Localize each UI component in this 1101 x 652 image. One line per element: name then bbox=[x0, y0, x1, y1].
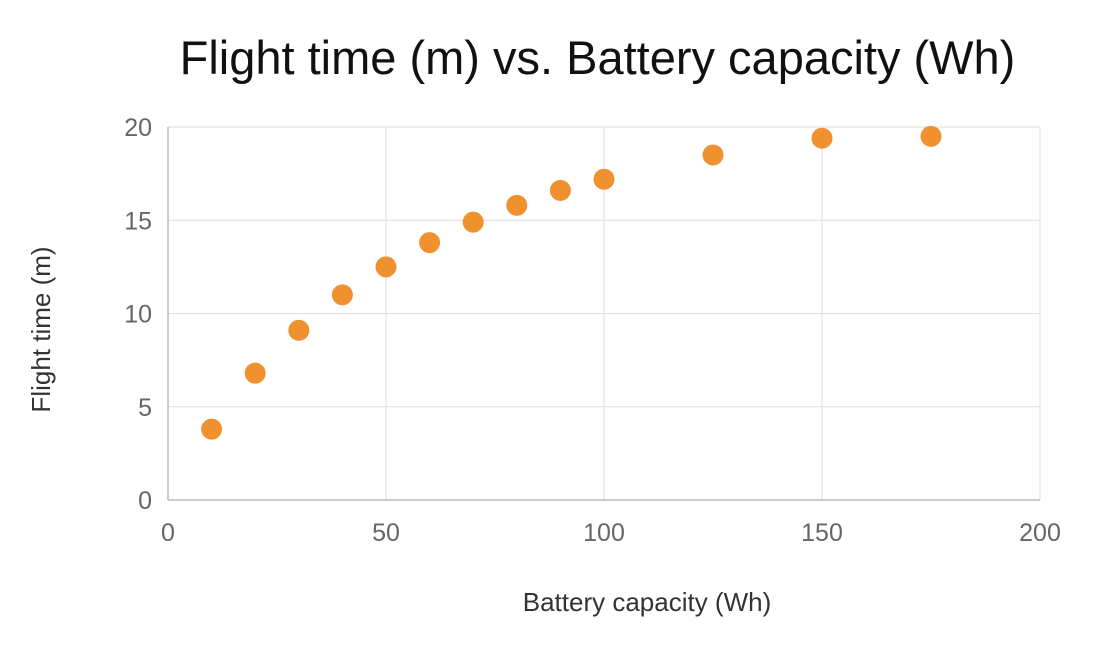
data-point bbox=[375, 256, 397, 278]
data-point bbox=[419, 232, 441, 254]
data-point bbox=[201, 418, 223, 440]
data-point bbox=[506, 194, 528, 216]
data-point bbox=[288, 319, 310, 341]
x-tick-label: 50 bbox=[372, 519, 400, 547]
y-axis-title: Flight time (m) bbox=[26, 246, 56, 412]
data-point bbox=[549, 179, 571, 201]
y-tick-label: 0 bbox=[138, 487, 152, 515]
data-points bbox=[201, 125, 942, 440]
x-tick-label: 150 bbox=[801, 519, 843, 547]
data-point bbox=[593, 168, 615, 190]
data-point bbox=[331, 284, 353, 306]
data-point bbox=[462, 211, 484, 233]
data-point bbox=[244, 362, 266, 384]
y-tick-label: 20 bbox=[124, 114, 152, 142]
y-tick-label: 5 bbox=[138, 394, 152, 422]
data-point bbox=[811, 127, 833, 149]
grid-lines bbox=[168, 126, 1041, 500]
x-tick-label: 100 bbox=[583, 519, 625, 547]
y-tick-label: 15 bbox=[124, 207, 152, 235]
chart-title: Flight time (m) vs. Battery capacity (Wh… bbox=[179, 31, 1016, 84]
data-point bbox=[702, 144, 724, 166]
axes bbox=[167, 127, 1040, 501]
x-axis-title: Battery capacity (Wh) bbox=[523, 587, 772, 617]
data-point bbox=[920, 125, 942, 147]
x-tick-label: 200 bbox=[1019, 519, 1061, 547]
y-tick-label: 10 bbox=[124, 301, 152, 329]
x-tick-label: 0 bbox=[161, 519, 175, 547]
